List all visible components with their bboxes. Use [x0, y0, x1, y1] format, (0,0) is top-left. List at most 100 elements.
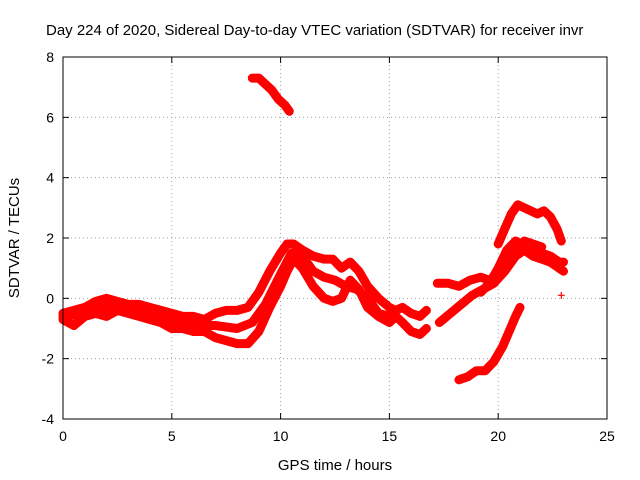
data-point: [364, 294, 372, 302]
data-point: [422, 325, 430, 332]
series-band: [247, 73, 294, 116]
series-lower-right-diagonal: [454, 302, 525, 385]
data-point: [481, 367, 489, 375]
data-point: [248, 74, 256, 82]
data-point: [422, 306, 430, 314]
data-point: [407, 328, 415, 336]
data-point: [446, 309, 454, 317]
data-point: [190, 321, 198, 329]
data-point: [503, 246, 511, 254]
data-point: [92, 297, 100, 305]
x-tick-label: 20: [490, 428, 506, 444]
data-point: [499, 343, 507, 351]
x-axis-label: GPS time / hours: [278, 457, 392, 474]
data-series: [58, 73, 568, 385]
data-point: [514, 201, 522, 209]
data-point: [527, 207, 535, 215]
data-point: [285, 107, 293, 115]
data-point: [244, 340, 252, 348]
data-point: [329, 297, 337, 305]
data-point: [457, 300, 465, 308]
data-point: [309, 282, 317, 290]
data-point: [520, 243, 528, 251]
x-tick-label: 0: [59, 428, 67, 444]
data-point: [444, 279, 452, 287]
data-point: [331, 276, 339, 284]
data-point: [398, 318, 406, 326]
series-upper-right-arc: [493, 200, 566, 249]
data-point: [512, 237, 520, 245]
data-point: [557, 291, 565, 299]
data-point: [472, 367, 480, 375]
axis-ticks: 0 5 10 15 20 25 -4 -2 0 2 4 6 8: [42, 49, 615, 444]
data-point: [557, 237, 565, 245]
data-point: [398, 303, 406, 311]
data-point: [233, 306, 241, 314]
data-point: [298, 252, 306, 260]
data-point: [283, 240, 291, 248]
data-point: [146, 309, 154, 317]
data-point: [274, 95, 282, 103]
data-point: [320, 255, 328, 263]
data-point: [70, 321, 78, 329]
data-point: [346, 258, 354, 266]
data-point: [179, 312, 187, 320]
data-point: [320, 294, 328, 302]
data-point: [538, 249, 546, 257]
series-band: [58, 248, 394, 333]
x-tick-label: 25: [599, 428, 615, 444]
data-point: [233, 340, 241, 348]
data-point: [268, 86, 276, 94]
data-point: [233, 325, 241, 332]
data-point: [255, 288, 263, 296]
data-point: [490, 358, 498, 366]
data-point: [416, 331, 424, 339]
x-tick-label: 10: [273, 428, 289, 444]
data-point: [477, 273, 485, 281]
y-tick-label: 0: [46, 290, 54, 306]
data-point: [346, 276, 354, 284]
data-point: [211, 321, 219, 329]
data-point: [416, 312, 424, 320]
y-tick-label: 8: [46, 49, 54, 65]
data-point: [559, 258, 567, 266]
data-point: [222, 337, 230, 345]
data-point: [255, 328, 263, 336]
data-point: [464, 373, 472, 381]
data-point: [533, 210, 541, 218]
data-point: [505, 328, 513, 336]
series-main-band-middle: [58, 248, 394, 333]
data-point: [168, 318, 176, 326]
data-point: [494, 264, 502, 272]
data-point: [124, 306, 132, 314]
data-point: [364, 282, 372, 290]
data-point: [455, 282, 463, 290]
data-point: [287, 249, 295, 257]
data-point: [309, 267, 317, 275]
data-point: [222, 306, 230, 314]
data-point: [190, 312, 198, 320]
data-point: [261, 300, 269, 308]
data-point: [516, 303, 524, 311]
data-point: [281, 101, 289, 109]
data-point: [559, 267, 567, 275]
data-point: [385, 312, 393, 320]
series-isolated-point: [557, 291, 565, 299]
chart-title: Day 224 of 2020, Sidereal Day-to-day VTE…: [46, 22, 583, 39]
data-point: [135, 300, 143, 308]
data-point: [338, 294, 346, 302]
data-point: [329, 255, 337, 263]
data-point: [512, 246, 520, 254]
data-point: [103, 312, 111, 320]
data-point: [546, 252, 554, 260]
y-tick-label: 4: [46, 170, 54, 186]
y-tick-label: -4: [42, 411, 55, 427]
data-point: [277, 270, 285, 278]
data-point: [468, 291, 476, 299]
data-point: [103, 303, 111, 311]
data-point: [501, 225, 509, 233]
data-point: [103, 294, 111, 302]
data-point: [407, 309, 415, 317]
data-point: [168, 309, 176, 317]
data-point: [211, 309, 219, 317]
